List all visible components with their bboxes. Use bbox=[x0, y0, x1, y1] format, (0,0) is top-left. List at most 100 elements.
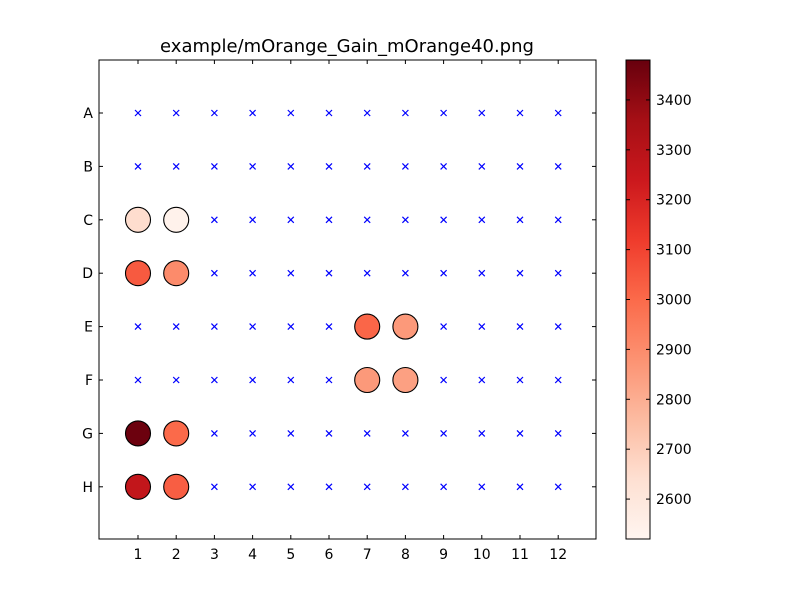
empty-well-marker bbox=[401, 162, 409, 170]
x-tick-label: 2 bbox=[172, 547, 181, 563]
x-tick-label: 1 bbox=[134, 547, 143, 563]
x-tick-label: 3 bbox=[210, 547, 219, 563]
empty-well-marker bbox=[401, 216, 409, 224]
empty-well-marker bbox=[210, 216, 218, 224]
empty-well-marker bbox=[134, 162, 142, 170]
empty-well-marker bbox=[554, 162, 562, 170]
colorbar-tick-label: 3000 bbox=[656, 293, 692, 309]
empty-well-marker bbox=[134, 323, 142, 331]
empty-well-marker bbox=[516, 429, 524, 437]
empty-well-marker bbox=[172, 162, 180, 170]
colorbar-tick-label: 2900 bbox=[656, 342, 692, 358]
empty-well-marker bbox=[478, 323, 486, 331]
empty-well-marker bbox=[440, 483, 448, 491]
x-tick-label: 10 bbox=[473, 547, 491, 563]
empty-well-marker bbox=[287, 162, 295, 170]
empty-well-marker bbox=[478, 216, 486, 224]
x-tick-label: 7 bbox=[363, 547, 372, 563]
empty-well-marker bbox=[325, 323, 333, 331]
empty-well-marker bbox=[325, 429, 333, 437]
empty-well-marker bbox=[210, 162, 218, 170]
empty-well-marker bbox=[554, 216, 562, 224]
empty-well-marker bbox=[401, 109, 409, 117]
y-tick-label: A bbox=[83, 106, 93, 122]
y-tick-label: G bbox=[82, 426, 93, 442]
empty-well-marker bbox=[363, 216, 371, 224]
chart-title: example/mOrange_Gain_mOrange40.png bbox=[160, 36, 534, 57]
colorbar-tick-label: 3100 bbox=[656, 243, 692, 259]
colorbar-tick-label: 3200 bbox=[656, 193, 692, 209]
empty-well-marker bbox=[440, 323, 448, 331]
empty-well-marker bbox=[249, 483, 257, 491]
plot-frame bbox=[98, 59, 597, 540]
empty-well-marker bbox=[249, 162, 257, 170]
empty-well-marker bbox=[325, 109, 333, 117]
empty-well-marker bbox=[287, 376, 295, 384]
empty-well-marker bbox=[325, 269, 333, 277]
empty-well-marker bbox=[134, 109, 142, 117]
empty-well-marker bbox=[287, 429, 295, 437]
empty-well-marker bbox=[287, 216, 295, 224]
empty-well-marker bbox=[210, 323, 218, 331]
empty-well-marker bbox=[287, 483, 295, 491]
empty-well-marker bbox=[440, 376, 448, 384]
empty-well-marker bbox=[516, 162, 524, 170]
empty-well-marker bbox=[249, 429, 257, 437]
colorbar-tick-label: 2700 bbox=[656, 442, 692, 458]
empty-well-marker bbox=[172, 376, 180, 384]
empty-well-marker bbox=[210, 483, 218, 491]
empty-well-marker bbox=[440, 269, 448, 277]
empty-well-marker bbox=[516, 269, 524, 277]
empty-well-marker bbox=[210, 429, 218, 437]
empty-well-marker bbox=[478, 376, 486, 384]
empty-well-marker bbox=[554, 109, 562, 117]
empty-well-marker bbox=[478, 162, 486, 170]
well-marker bbox=[163, 420, 190, 447]
empty-well-marker bbox=[516, 109, 524, 117]
empty-well-marker bbox=[134, 376, 142, 384]
y-tick-label: C bbox=[83, 213, 93, 229]
empty-well-marker bbox=[516, 216, 524, 224]
well-marker bbox=[163, 206, 190, 233]
empty-well-marker bbox=[363, 162, 371, 170]
empty-well-marker bbox=[210, 376, 218, 384]
x-tick-label: 11 bbox=[511, 547, 529, 563]
empty-well-marker bbox=[249, 216, 257, 224]
empty-well-marker bbox=[478, 109, 486, 117]
empty-well-marker bbox=[516, 323, 524, 331]
empty-well-marker bbox=[440, 216, 448, 224]
well-marker bbox=[124, 206, 152, 233]
empty-well-marker bbox=[325, 483, 333, 491]
y-tick-label: D bbox=[82, 266, 93, 282]
colorbar: 2600 2700 2800 2900 3000 3100 3200 3300 3400 bbox=[625, 59, 692, 540]
x-tick-label: 6 bbox=[325, 547, 334, 563]
well-marker bbox=[354, 366, 381, 394]
empty-well-marker bbox=[249, 109, 257, 117]
well-marker bbox=[354, 313, 381, 340]
empty-well-marker bbox=[363, 429, 371, 437]
empty-well-marker bbox=[516, 483, 524, 491]
well-marker bbox=[392, 366, 419, 394]
empty-well-marker bbox=[478, 429, 486, 437]
empty-well-marker bbox=[478, 269, 486, 277]
empty-well-marker bbox=[363, 269, 371, 277]
empty-well-marker bbox=[401, 269, 409, 277]
well-marker bbox=[163, 260, 190, 287]
x-tick-label: 12 bbox=[549, 547, 567, 563]
well-marker bbox=[163, 473, 190, 500]
y-tick-label: F bbox=[85, 373, 93, 389]
empty-well-marker bbox=[325, 376, 333, 384]
empty-well-marker bbox=[210, 269, 218, 277]
empty-well-marker bbox=[554, 429, 562, 437]
empty-well-marker bbox=[172, 323, 180, 331]
well-marker bbox=[392, 313, 419, 340]
empty-well-marker bbox=[516, 376, 524, 384]
colorbar-tick-label: 3300 bbox=[656, 143, 692, 159]
empty-well-marker bbox=[249, 376, 257, 384]
y-tick-label: E bbox=[84, 320, 93, 336]
colorbar-tick-label: 3400 bbox=[656, 93, 692, 109]
x-tick-label: 9 bbox=[439, 547, 448, 563]
empty-well-marker bbox=[287, 269, 295, 277]
empty-well-marker bbox=[249, 269, 257, 277]
